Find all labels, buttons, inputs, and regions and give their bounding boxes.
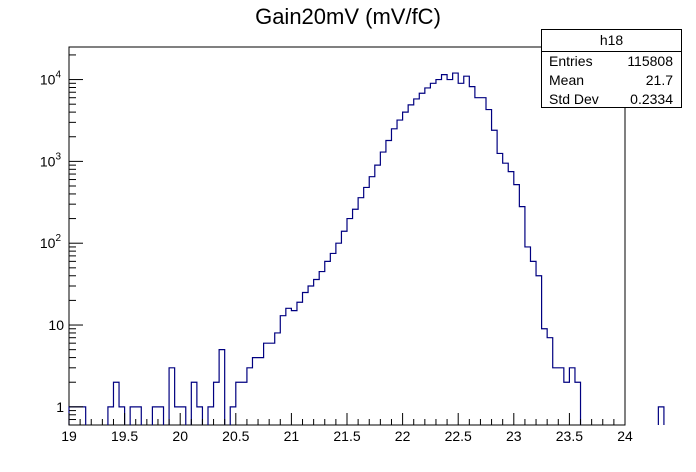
stats-value: 0.2334 [630, 91, 673, 107]
histogram-series [68, 72, 665, 425]
y-tick-label: 103 [40, 151, 62, 169]
x-tick-label: 24 [617, 428, 633, 444]
stats-label: Std Dev [549, 91, 599, 107]
x-axis: 19 19.5 20 20.5 21 21.5 22 22.5 23 23.5 24 [61, 413, 633, 444]
y-tick-label: 1 [56, 399, 64, 415]
x-tick-label: 23 [506, 428, 522, 444]
stats-label: Mean [549, 72, 585, 88]
x-tick-label: 22 [395, 428, 411, 444]
x-tick-label: 21 [284, 428, 300, 444]
histogram-line [68, 72, 665, 425]
stats-box: h18 Entries 115808 Mean 21.7 Std Dev 0.2… [541, 29, 682, 108]
chart-title: Gain20mV (mV/fC) [255, 4, 441, 29]
y-tick-label: 104 [40, 70, 62, 88]
y-tick-label: 10 [48, 317, 64, 333]
stats-histogram-name: h18 [542, 30, 681, 52]
stats-row-entries: Entries 115808 [542, 52, 681, 71]
stats-label: Entries [549, 53, 593, 69]
stats-value: 115808 [627, 53, 673, 69]
x-tick-label: 21.5 [333, 428, 360, 444]
x-tick-label: 22.5 [445, 428, 472, 444]
x-tick-label: 23.5 [556, 428, 583, 444]
stats-value: 21.7 [645, 72, 673, 88]
y-tick-label: 102 [40, 233, 62, 251]
x-tick-label: 19 [61, 428, 77, 444]
stats-row-stddev: Std Dev 0.2334 [542, 90, 681, 109]
y-axis: 1 10 102 103 104 [40, 54, 83, 426]
x-tick-label: 19.5 [111, 428, 138, 444]
x-tick-label: 20.5 [222, 428, 249, 444]
x-tick-label: 20 [172, 428, 188, 444]
stats-row-mean: Mean 21.7 [542, 71, 681, 90]
